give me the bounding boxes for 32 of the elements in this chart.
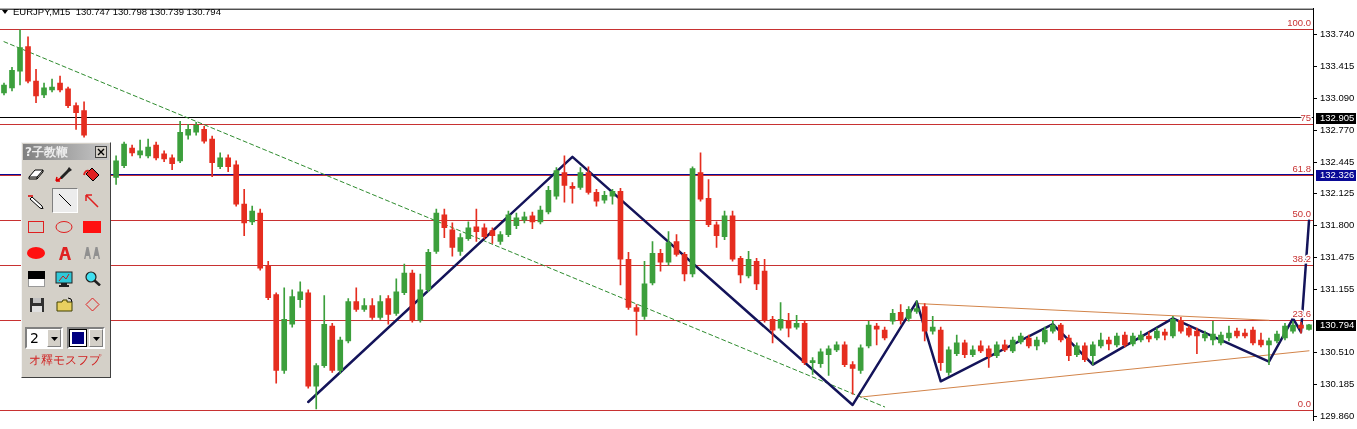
annotation: ?子教鞭: [25, 145, 68, 159]
palette-header: ?子教鞭: [23, 144, 109, 160]
y-tick-label: 131.155: [1320, 282, 1355, 294]
y-tick-label: 132.770: [1320, 123, 1355, 135]
annotation: 2: [30, 330, 39, 346]
candlestick: [1266, 337, 1272, 365]
y-tick-label: 131.475: [1320, 251, 1355, 263]
candlestick: [137, 139, 143, 159]
text: 130.794: [1320, 319, 1355, 331]
ref-line-label: 132.905: [1320, 112, 1355, 124]
ref-line-label: 132.326: [1320, 169, 1355, 181]
ref-line-label: 100.0: [1287, 17, 1311, 29]
y-tick-label: 132.445: [1320, 155, 1355, 167]
y-tick-label: 133.090: [1320, 92, 1355, 104]
y-tick-label: 130.510: [1320, 346, 1355, 358]
y-tick-label: 133.415: [1320, 60, 1355, 72]
candlestick: [1194, 327, 1200, 355]
y-tick-label: 129.860: [1320, 410, 1355, 422]
y-tick-label: 133.740: [1320, 28, 1355, 40]
ref-line-label: 61.8: [1292, 163, 1311, 175]
ref-line-label: 50.0: [1292, 208, 1311, 220]
candlestick: [1210, 320, 1216, 346]
candlestick: [49, 78, 55, 93]
y-tick-label: 132.125: [1320, 187, 1355, 199]
y-tick-label: 130.185: [1320, 378, 1355, 390]
ref-line-label: 0.0: [1297, 398, 1311, 410]
tool-palette: ?子教鞭 2 オ釋モスフプ: [21, 142, 111, 378]
candlestick: [929, 316, 936, 335]
candlestick: [913, 300, 920, 314]
number-dropdown: 2: [25, 327, 63, 349]
y-tick-label: 131.800: [1320, 219, 1355, 231]
annotation: オ釋モスフプ: [29, 353, 101, 368]
